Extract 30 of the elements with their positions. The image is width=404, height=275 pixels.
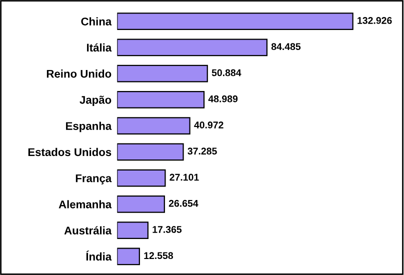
data-label: 17.365: [152, 226, 182, 233]
y-tick-label: Alemanha: [58, 200, 112, 208]
y-tick-label: Japão: [80, 96, 112, 106]
bar: [117, 169, 166, 187]
bar: [117, 196, 165, 213]
y-tick-label: Índia: [86, 250, 112, 261]
y-tick-label: Espanha: [66, 122, 112, 132]
bar: [117, 12, 354, 30]
bar: [117, 38, 268, 56]
y-tick-label: Estados Unidos: [28, 148, 112, 156]
y-tick-label: Itália: [87, 43, 112, 52]
bar: [117, 222, 148, 239]
data-label: 84.485: [271, 43, 301, 50]
bar: [117, 248, 140, 266]
bar: [117, 91, 205, 108]
data-label: 27.101: [170, 174, 199, 181]
data-label: 48.989: [208, 95, 238, 102]
bar: [117, 117, 190, 134]
data-label: 37.285: [188, 148, 217, 155]
y-tick-label: China: [81, 17, 112, 26]
data-label: 132.926: [358, 17, 392, 24]
data-label: 12.558: [144, 252, 174, 260]
y-tick-label: Austrália: [64, 226, 112, 234]
y-tick-label: Reino Unido: [46, 70, 112, 78]
bar: [117, 143, 184, 161]
data-label: 26.654: [168, 200, 198, 207]
data-label: 50.884: [212, 69, 242, 76]
data-label: 40.972: [194, 122, 224, 128]
y-tick-label: França: [76, 174, 112, 184]
bar: [117, 64, 208, 82]
